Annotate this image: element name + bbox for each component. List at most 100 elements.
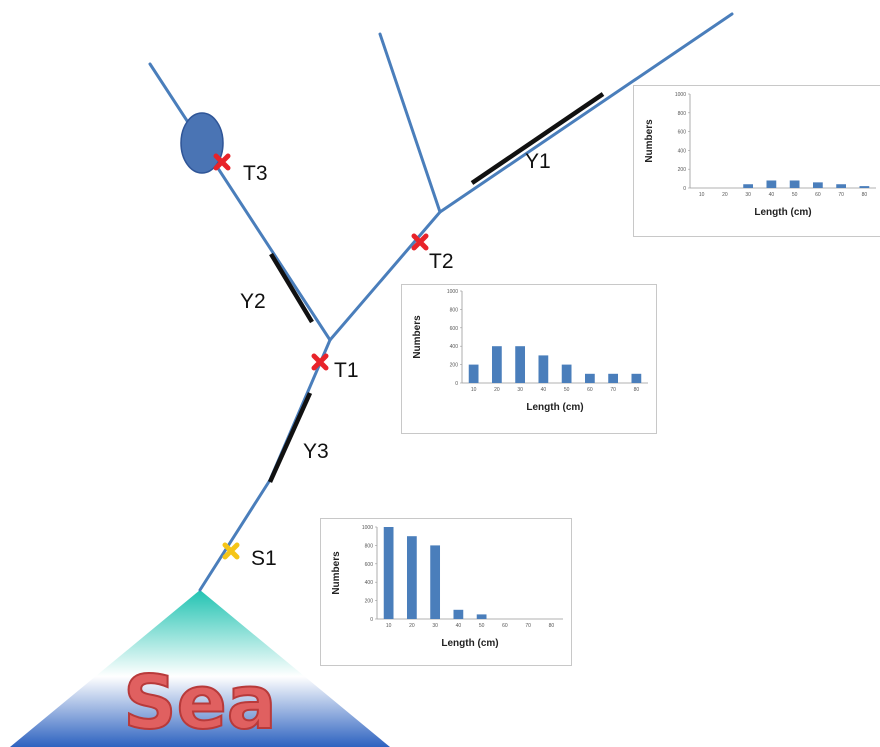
y-axis-title: Numbers (644, 119, 655, 163)
x-tick-label: 60 (815, 192, 821, 198)
x-tick-label: 80 (634, 387, 640, 393)
bar (812, 182, 823, 188)
x-tick-label: 40 (541, 387, 547, 393)
sample-points: T3 T2 T1 S1 (213, 153, 454, 570)
point-t2-cross-icon (411, 233, 429, 251)
bar (766, 180, 777, 188)
y-axis-title: Numbers (412, 315, 423, 359)
point-t1-cross-icon (311, 353, 329, 371)
river-main-upper (328, 210, 442, 342)
chart-y1: 0 200 400 600 800 1000 10 20 30 40 50 60 70 80 Length … (644, 92, 876, 218)
river-branch-t3 (148, 62, 332, 342)
bar (430, 545, 441, 619)
segment-y3 (267, 392, 313, 483)
y-tick-label: 400 (365, 580, 374, 586)
y-tick-label: 1000 (362, 525, 373, 531)
point-s1: S1 (222, 542, 277, 570)
x-tick-label: 20 (409, 623, 415, 629)
bar (789, 180, 800, 188)
point-t3-label: T3 (243, 162, 268, 185)
segment-y2 (269, 252, 314, 324)
segment-y3-label: Y3 (303, 440, 329, 463)
y-tick-label: 1000 (675, 92, 686, 98)
point-t1-label: T1 (334, 359, 359, 382)
bar (406, 536, 417, 619)
chart-y3: 0 200 400 600 800 1000 10 20 30 40 50 60 70 80 Length … (331, 525, 563, 649)
x-tick-label: 40 (456, 623, 462, 629)
bar (836, 184, 847, 188)
bar (584, 373, 595, 383)
chart-y1-panel: 0 200 400 600 800 1000 10 20 30 40 50 60 70 80 Length … (633, 85, 880, 237)
x-tick-label: 20 (494, 387, 500, 393)
y-tick-label: 200 (678, 167, 687, 173)
y-tick-label: 600 (678, 130, 687, 136)
point-s1-cross-icon (222, 542, 240, 560)
y-tick-label: 1000 (447, 289, 458, 295)
y-tick-label: 400 (450, 344, 459, 350)
chart-y2-panel: 0 200 400 600 800 1000 10 20 30 40 50 60 70 80 Length … (401, 284, 657, 434)
sea-label: Sea (123, 660, 276, 746)
y-tick-label: 200 (365, 599, 374, 605)
x-tick-label: 30 (432, 623, 438, 629)
x-tick-label: 50 (479, 623, 485, 629)
bar (476, 614, 487, 619)
x-tick-label: 60 (502, 623, 508, 629)
bar (743, 184, 754, 188)
y-tick-label: 800 (450, 307, 459, 313)
lake (180, 112, 224, 174)
y-tick-label: 0 (683, 186, 686, 192)
x-tick-label: 50 (792, 192, 798, 198)
bar (631, 373, 642, 383)
x-tick-label: 20 (722, 192, 728, 198)
y-axis-title: Numbers (331, 551, 342, 595)
segments (267, 92, 605, 483)
bar (491, 346, 502, 383)
y-tick-label: 0 (370, 617, 373, 623)
bar (515, 346, 526, 383)
bar (538, 355, 549, 383)
y-tick-label: 800 (678, 111, 687, 117)
bar (383, 527, 394, 619)
x-tick-label: 30 (517, 387, 523, 393)
bar (859, 186, 870, 188)
y-tick-label: 600 (365, 562, 374, 568)
point-t2-label: T2 (429, 250, 454, 273)
y-tick-label: 200 (450, 363, 459, 369)
chart-y2: 0 200 400 600 800 1000 10 20 30 40 50 60 70 80 Length … (412, 289, 648, 413)
x-tick-label: 70 (610, 387, 616, 393)
x-tick-label: 10 (699, 192, 705, 198)
x-axis-title: Length (cm) (754, 207, 811, 218)
point-t3: T3 (213, 153, 268, 185)
chart-y3-panel: 0 200 400 600 800 1000 10 20 30 40 50 60 70 80 Length … (320, 518, 572, 666)
point-s1-label: S1 (251, 547, 277, 570)
point-t1: T1 (311, 353, 359, 382)
x-tick-label: 50 (564, 387, 570, 393)
x-tick-label: 70 (525, 623, 531, 629)
river-main-sea (198, 478, 272, 592)
x-tick-label: 10 (471, 387, 477, 393)
y-tick-label: 800 (365, 543, 374, 549)
river-branch-north (378, 32, 442, 214)
x-tick-label: 60 (587, 387, 593, 393)
x-tick-label: 80 (549, 623, 555, 629)
x-tick-label: 30 (745, 192, 751, 198)
x-axis-title: Length (cm) (526, 402, 583, 413)
bar (561, 364, 572, 383)
y-tick-label: 0 (455, 381, 458, 387)
segment-y1-label: Y1 (525, 150, 551, 173)
river-branch-y1 (438, 12, 734, 214)
x-tick-label: 40 (769, 192, 775, 198)
point-t2: T2 (411, 233, 454, 273)
segment-y2-label: Y2 (240, 290, 266, 313)
segment-y1 (470, 92, 605, 185)
sea-triangle (10, 590, 390, 747)
x-tick-label: 10 (386, 623, 392, 629)
bar (453, 609, 464, 619)
y-tick-label: 400 (678, 148, 687, 154)
point-t3-cross-icon (213, 153, 231, 171)
bar (468, 364, 479, 383)
bar (608, 373, 619, 383)
y-tick-label: 600 (450, 326, 459, 332)
x-axis-title: Length (cm) (441, 638, 498, 649)
